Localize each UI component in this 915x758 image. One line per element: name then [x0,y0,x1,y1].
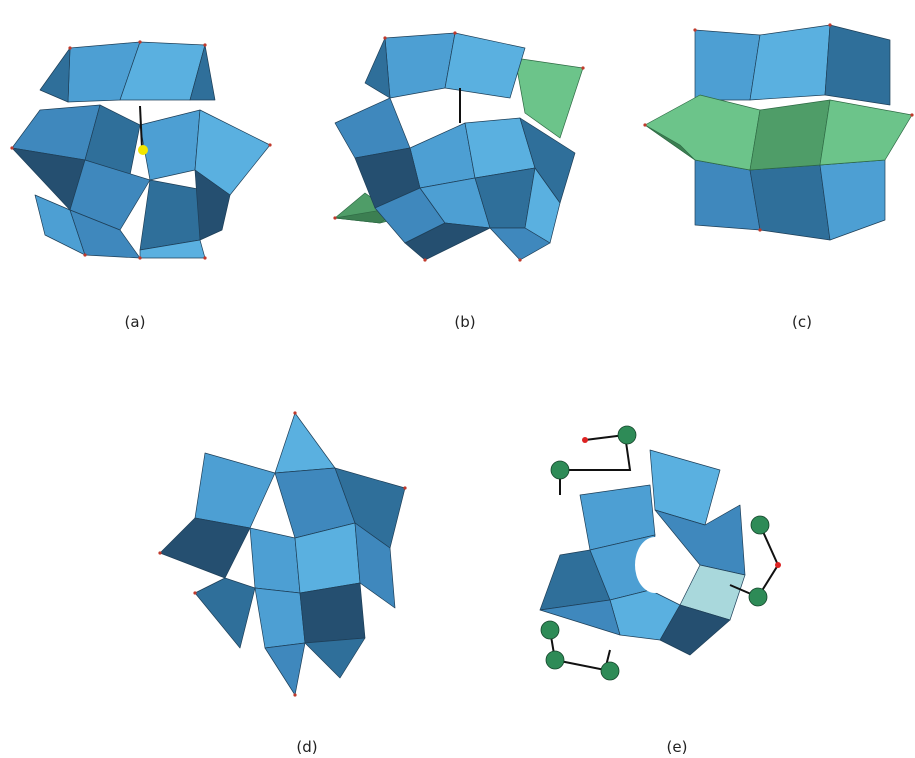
panel-label-d: (d) [296,738,318,756]
central-atom-icon [138,145,148,155]
polyhedron-a [10,40,272,260]
structure-panel-e [530,425,790,690]
panel-label-b: (b) [454,313,476,331]
structure-panel-d [155,408,415,698]
polyhedron-b [333,31,585,262]
structure-panel-b [325,28,595,268]
polyhedron-d [158,411,407,697]
structure-panel-c [640,20,915,250]
panel-label-a: (a) [124,313,146,331]
metal-spheres [540,425,770,681]
structure-panel-a [0,30,280,270]
polyhedron-c [643,23,914,241]
panel-label-c: (c) [792,313,812,331]
panel-label-e: (e) [666,738,688,756]
polyhedron-e [539,425,781,681]
